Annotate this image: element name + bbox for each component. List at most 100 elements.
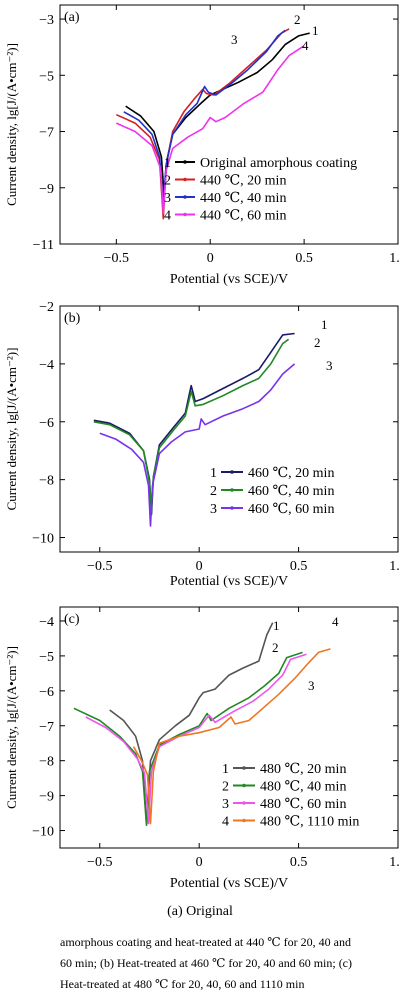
legend-label: Original amorphous coating <box>200 156 357 171</box>
y-axis-label: Current density, lg[J/(A•cm⁻²)] <box>4 348 19 511</box>
y-tick-label: −3 <box>39 13 54 28</box>
figure-caption-main: (a) Original <box>167 904 233 919</box>
legend-label: 440 ℃, 20 min <box>200 174 286 189</box>
panel-label: (a) <box>64 10 80 25</box>
x-tick-label: −0.5 <box>87 559 112 574</box>
chart-panel-2: −0.5 0 0.5 1.0 −2 −4 −6 −8 −10 Potential (vs SCE)… <box>4 300 400 589</box>
y-tick-label: −8 <box>39 755 54 770</box>
legend-number: 4 <box>222 815 229 830</box>
legend-number: 1 <box>164 156 171 171</box>
curve-label-1: 1 <box>312 23 319 38</box>
y-axis-label: Current density, lg[J/(A•cm⁻²)] <box>4 646 19 809</box>
curve-label-3: 3 <box>231 32 238 47</box>
caption-line-2: 60 min; (b) Heat-treated at 460 ℃ for 20… <box>60 956 353 970</box>
y-tick-label: −10 <box>32 532 54 547</box>
legend-number: 3 <box>164 191 171 206</box>
curve-label-2: 2 <box>294 12 301 27</box>
legend-label: 480 ℃, 40 min <box>260 780 346 795</box>
curve-label-4: 4 <box>332 614 339 629</box>
legend-marker <box>183 212 187 217</box>
caption-line-1: amorphous coating and heat-treated at 44… <box>60 935 351 949</box>
x-tick-label: 1.0 <box>389 855 400 870</box>
chart-panel-1: −0.5 0 0.5 1.0 −3 −5 −7 −9 −11 Potential (vs SCE)… <box>4 4 400 287</box>
legend-marker <box>242 766 246 770</box>
y-tick-label: −8 <box>39 474 54 489</box>
x-tick-label: 0 <box>207 251 214 266</box>
series-line-4 <box>115 45 305 214</box>
x-tick-label: 0.5 <box>290 855 308 870</box>
legend-label: 440 ℃, 60 min <box>200 209 286 224</box>
x-axis-label: Potential (vs SCE)/V <box>170 876 288 891</box>
legend-number: 3 <box>222 797 229 812</box>
x-axis-label: Potential (vs SCE)/V <box>170 272 288 287</box>
curve-label-1: 1 <box>273 618 280 633</box>
x-tick-label: 1.0 <box>389 559 400 574</box>
legend-number: 2 <box>210 484 217 499</box>
legend-marker <box>242 818 246 823</box>
y-tick-label: −2 <box>39 300 54 315</box>
plot-frame <box>59 606 399 849</box>
curve-label-4: 4 <box>302 38 309 53</box>
x-tick-label: −0.5 <box>104 251 129 266</box>
x-tick-label: 0.5 <box>290 559 308 574</box>
curve-label-3: 3 <box>308 678 315 693</box>
legend-label: 460 ℃, 60 min <box>248 502 334 517</box>
x-tick-label: 0 <box>196 559 203 574</box>
series-line-3 <box>85 653 307 825</box>
series-line-4 <box>132 648 331 825</box>
series-line-2 <box>115 28 290 220</box>
panel-label: (b) <box>64 311 81 326</box>
legend-label: 460 ℃, 20 min <box>248 466 334 481</box>
series-line-3 <box>99 363 296 527</box>
legend-marker <box>230 470 234 474</box>
panel-label: (c) <box>64 612 80 627</box>
y-tick-label: −9 <box>39 790 54 805</box>
legend-label: 480 ℃, 60 min <box>260 797 346 812</box>
y-axis-label: Current density, lg[J/(A•cm⁻²)] <box>4 43 19 206</box>
series-line-2 <box>73 651 303 827</box>
y-tick-label: −6 <box>39 685 54 700</box>
legend-label: 480 ℃, 20 min <box>260 762 346 777</box>
chart-panel-3: −0.5 0 0.5 1.0 −4 −5 −6 −7 −8 −9 −10 Potential (vs … <box>4 606 400 891</box>
curve-label-2: 2 <box>314 335 321 350</box>
y-tick-label: −9 <box>39 182 54 197</box>
x-tick-label: 0.5 <box>295 251 313 266</box>
y-tick-label: −4 <box>39 358 54 373</box>
x-tick-label: 1.0 <box>389 251 400 266</box>
x-tick-label: 0 <box>196 855 203 870</box>
series-line-2 <box>93 338 290 510</box>
legend-marker <box>242 783 246 788</box>
legend-label: 480 ℃, 1110 min <box>260 815 359 830</box>
curve-label-2: 2 <box>272 640 279 655</box>
series-line-1 <box>125 32 310 197</box>
legend-label: 440 ℃, 40 min <box>200 191 286 206</box>
legend-marker <box>230 506 234 510</box>
figure-caption-text: amorphous coating and heat-treated at 44… <box>60 932 398 995</box>
legend-number: 2 <box>164 174 171 189</box>
legend-marker <box>230 488 234 492</box>
caption-line-3: Heat-treated at 480 ℃ for 20, 40, 60 and… <box>60 977 305 991</box>
y-tick-label: −6 <box>39 416 54 431</box>
legend-number: 1 <box>222 762 229 777</box>
y-tick-label: −4 <box>39 615 54 630</box>
legend-marker <box>183 195 187 199</box>
legend-number: 3 <box>210 502 217 517</box>
curve-label-3: 3 <box>326 358 333 373</box>
legend-number: 2 <box>222 780 229 795</box>
y-tick-label: −5 <box>39 650 54 665</box>
legend-marker <box>183 177 187 182</box>
curve-label-1: 1 <box>321 317 328 332</box>
plot-frame <box>59 305 399 553</box>
legend-label: 460 ℃, 40 min <box>248 484 334 499</box>
legend-marker <box>242 801 246 805</box>
y-tick-label: −7 <box>39 720 54 735</box>
y-tick-label: −11 <box>33 238 54 253</box>
legend-number: 4 <box>164 209 171 224</box>
y-tick-label: −7 <box>39 126 54 141</box>
series-line-3 <box>123 29 286 203</box>
y-tick-label: −5 <box>39 69 54 84</box>
x-tick-label: −0.5 <box>87 855 112 870</box>
x-axis-label: Potential (vs SCE)/V <box>170 574 288 589</box>
plot-frame <box>59 4 399 245</box>
